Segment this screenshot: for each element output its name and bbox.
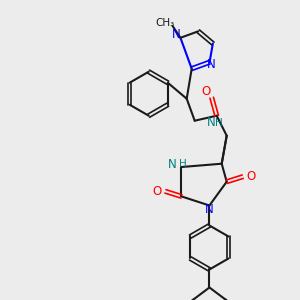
Text: N: N [207,58,216,71]
Text: N: N [172,28,181,41]
Text: H: H [215,118,223,128]
Text: O: O [201,85,210,98]
Text: N: N [168,158,176,170]
Text: O: O [246,170,255,183]
Text: H: H [179,159,187,169]
Text: N: N [207,116,215,129]
Text: N: N [205,203,214,216]
Text: O: O [153,185,162,198]
Text: CH₃: CH₃ [156,18,175,28]
